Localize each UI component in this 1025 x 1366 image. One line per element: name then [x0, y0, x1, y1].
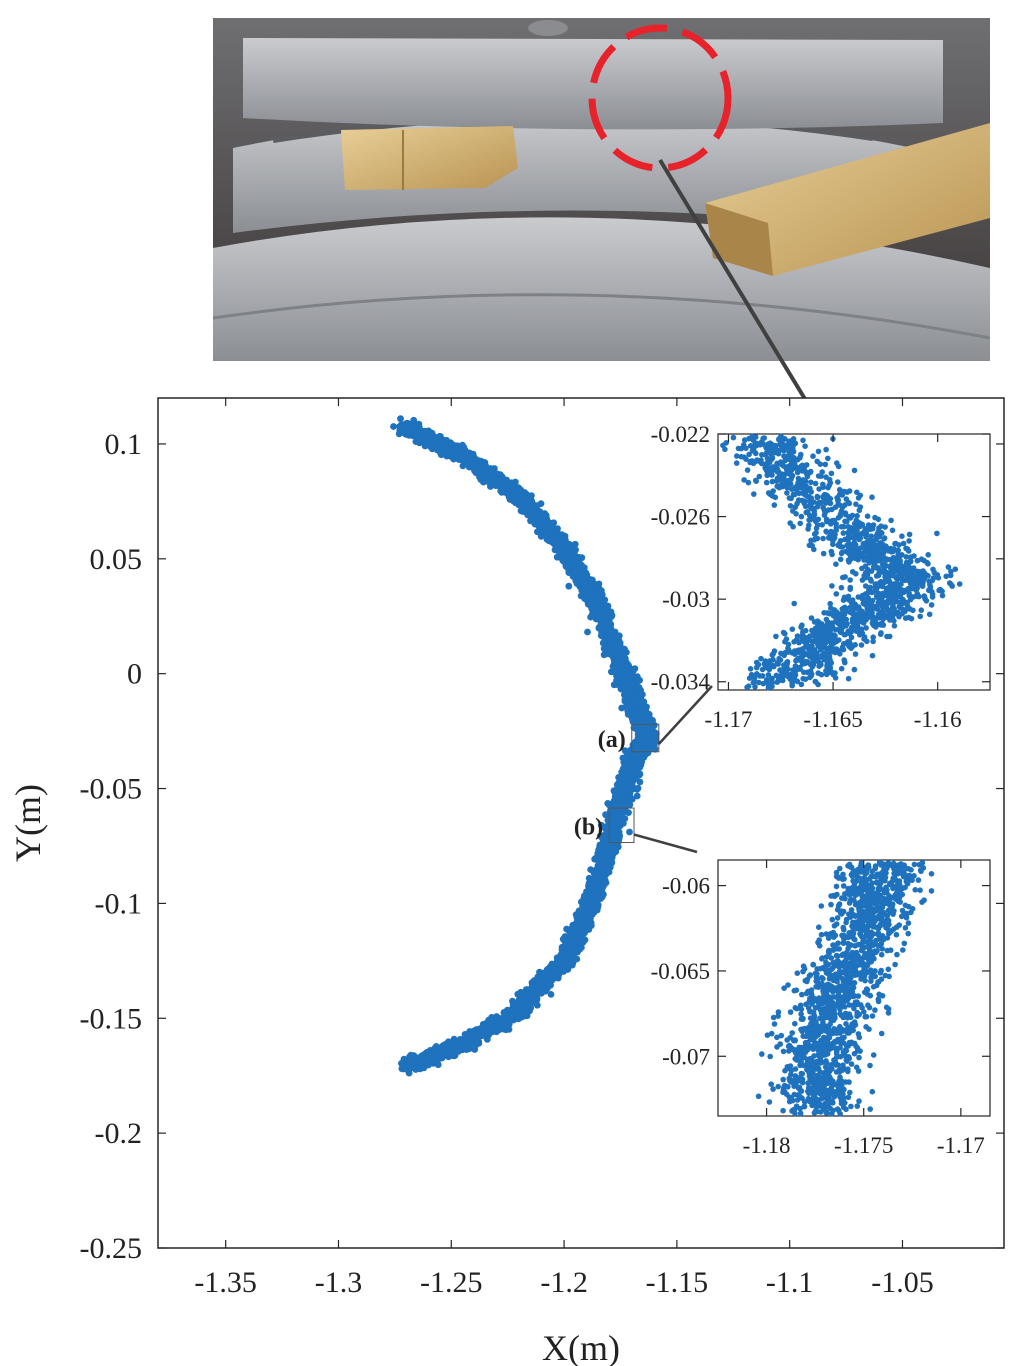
ring-segments-photo — [213, 18, 990, 361]
y-tick-label: -0.05 — [80, 773, 143, 806]
wood-block-right — [705, 123, 990, 276]
data-point — [397, 415, 404, 423]
y-tick-label: -0.25 — [80, 1232, 143, 1265]
data-point — [485, 1023, 492, 1031]
data-point — [573, 955, 581, 963]
data-point — [612, 843, 620, 850]
data-point — [599, 639, 607, 647]
photo-connector-line — [658, 158, 830, 439]
data-point — [509, 1013, 517, 1021]
data-point — [483, 469, 491, 477]
data-point — [441, 449, 448, 457]
y-tick-label: -0.2 — [95, 1117, 143, 1150]
data-point — [619, 754, 627, 762]
data-point — [446, 1049, 454, 1057]
x-tick-label: -1.25 — [420, 1266, 483, 1299]
data-point — [425, 440, 433, 447]
data-point — [634, 784, 642, 792]
data-point — [626, 828, 633, 836]
x-tick-label: -1.2 — [540, 1266, 588, 1299]
data-point — [565, 582, 573, 590]
data-point — [398, 423, 406, 431]
data-point — [636, 778, 644, 786]
data-point — [493, 1013, 501, 1020]
data-point — [600, 651, 608, 659]
data-point — [570, 551, 578, 559]
y-tick-label: -0.1 — [95, 887, 143, 920]
data-point — [596, 600, 604, 608]
data-point — [479, 1029, 486, 1037]
data-point — [618, 704, 626, 712]
data-point — [477, 471, 484, 479]
y-tick-label: 0 — [127, 658, 142, 691]
data-point — [485, 479, 493, 486]
data-point — [537, 500, 545, 507]
data-point — [621, 815, 629, 822]
data-point — [625, 797, 632, 805]
y-tick-label: 0.1 — [105, 428, 143, 461]
x-tick-label: -1.05 — [871, 1266, 934, 1299]
data-point — [601, 877, 609, 884]
wood-block-left — [341, 126, 518, 190]
x-tick-label: -1.15 — [646, 1266, 709, 1299]
x-tick-label: -1.3 — [315, 1266, 363, 1299]
x-tick-label: -1.35 — [194, 1266, 257, 1299]
data-point — [531, 991, 538, 998]
y-tick-label: 0.05 — [90, 543, 143, 576]
data-point — [627, 781, 635, 789]
data-point — [390, 423, 397, 430]
defect-marker-circle — [588, 24, 732, 172]
data-point — [629, 680, 637, 688]
data-point — [547, 991, 555, 998]
data-point — [502, 1021, 510, 1028]
y-tick-label: -0.15 — [80, 1002, 143, 1035]
data-point — [559, 532, 566, 540]
x-tick-label: -1.1 — [766, 1266, 814, 1299]
data-point — [584, 628, 591, 636]
top-ring — [243, 38, 943, 130]
data-point — [473, 1036, 481, 1044]
